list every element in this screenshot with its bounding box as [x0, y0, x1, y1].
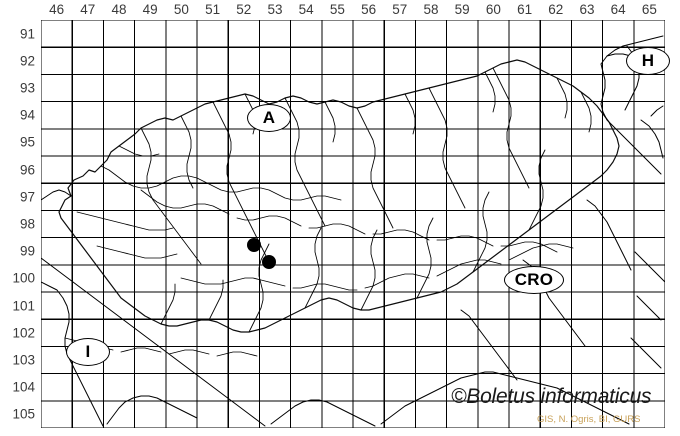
- row-label-102: 102: [12, 325, 35, 341]
- row-label-105: 105: [12, 406, 35, 422]
- country-badge-cro: CRO: [504, 266, 564, 294]
- column-label-58: 58: [423, 2, 439, 17]
- map-plot-area: [41, 20, 665, 428]
- column-label-64: 64: [610, 2, 626, 17]
- row-label-96: 96: [19, 161, 35, 177]
- column-label-48: 48: [111, 2, 127, 17]
- graticule-grid: [41, 20, 665, 428]
- row-label-93: 93: [19, 80, 35, 96]
- inland-feature-lines: [64, 67, 592, 357]
- column-label-52: 52: [236, 2, 252, 17]
- country-badge-i: I: [66, 338, 110, 366]
- row-label-97: 97: [19, 189, 35, 205]
- row-label-101: 101: [12, 297, 35, 313]
- attribution-label: GIS, N. Ogris, BI, GURS: [537, 414, 641, 425]
- country-badge-h: H: [626, 47, 670, 75]
- column-label-54: 54: [298, 2, 314, 17]
- column-label-46: 46: [49, 2, 65, 17]
- column-label-47: 47: [80, 2, 96, 17]
- column-label-53: 53: [267, 2, 283, 17]
- map-vector-layer: [41, 20, 665, 428]
- column-label-59: 59: [454, 2, 470, 17]
- column-label-51: 51: [205, 2, 221, 17]
- column-label-62: 62: [548, 2, 564, 17]
- column-label-65: 65: [641, 2, 657, 17]
- column-label-61: 61: [517, 2, 533, 17]
- column-label-50: 50: [173, 2, 189, 17]
- copyright-label: ©Boletus informaticus: [451, 385, 652, 408]
- row-label-95: 95: [19, 134, 35, 150]
- row-label-91: 91: [19, 25, 35, 41]
- column-label-57: 57: [392, 2, 408, 17]
- national-border-outline: [58, 59, 620, 333]
- row-label-92: 92: [19, 53, 35, 69]
- row-label-100: 100: [12, 270, 35, 286]
- row-label-98: 98: [19, 216, 35, 232]
- column-label-55: 55: [329, 2, 345, 17]
- row-label-94: 94: [19, 107, 35, 123]
- occurrence-dot: [262, 255, 276, 269]
- column-label-49: 49: [142, 2, 158, 17]
- column-label-63: 63: [579, 2, 595, 17]
- row-label-99: 99: [19, 243, 35, 259]
- country-badge-a: A: [247, 104, 291, 132]
- column-label-60: 60: [485, 2, 501, 17]
- column-label-56: 56: [361, 2, 377, 17]
- row-label-103: 103: [12, 352, 35, 368]
- row-label-104: 104: [12, 379, 35, 395]
- occurrence-dot: [247, 238, 261, 252]
